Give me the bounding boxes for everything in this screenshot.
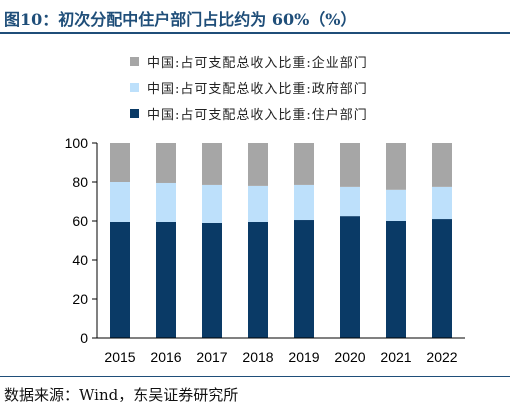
y-tick-label: 100 bbox=[65, 135, 89, 151]
chart-title: 图10：初次分配中住户部门占比约为 60%（%） bbox=[4, 10, 357, 29]
legend-swatch-enterprise bbox=[130, 56, 139, 66]
legend-label-enterprise: 中国:占可支配总收入比重:企业部门 bbox=[147, 55, 368, 71]
x-tick-label: 2020 bbox=[334, 349, 365, 365]
bar-government-2015 bbox=[110, 182, 130, 222]
bar-government-2016 bbox=[156, 182, 176, 222]
bar-household-2022 bbox=[432, 219, 452, 338]
y-tick-label: 60 bbox=[72, 213, 88, 229]
bar-household-2018 bbox=[248, 221, 268, 338]
bar-household-2021 bbox=[386, 221, 406, 338]
bar-government-2022 bbox=[432, 186, 452, 220]
y-tick-label: 0 bbox=[80, 330, 88, 346]
legend-label-government: 中国:占可支配总收入比重:政府部门 bbox=[147, 81, 368, 97]
y-tick-label: 80 bbox=[72, 174, 88, 190]
bar-enterprise-2017 bbox=[202, 143, 222, 185]
bar-enterprise-2019 bbox=[294, 143, 314, 185]
y-tick-label: 40 bbox=[72, 252, 88, 268]
legend-swatch-government bbox=[130, 82, 139, 92]
bar-enterprise-2021 bbox=[386, 143, 406, 190]
legend-label-household: 中国:占可支配总收入比重:住户部门 bbox=[147, 107, 368, 123]
x-tick-label: 2018 bbox=[242, 349, 273, 365]
bar-government-2019 bbox=[294, 184, 314, 221]
bar-enterprise-2018 bbox=[248, 143, 268, 186]
bar-household-2020 bbox=[340, 216, 360, 338]
legend-item-enterprise: 中国:占可支配总收入比重:企业部门 bbox=[130, 48, 368, 74]
bar-enterprise-2022 bbox=[432, 143, 452, 187]
y-tick-label: 20 bbox=[72, 291, 88, 307]
legend-swatch-household bbox=[130, 108, 139, 118]
legend-item-household: 中国:占可支配总收入比重:住户部门 bbox=[130, 100, 368, 126]
x-tick-label: 2022 bbox=[426, 349, 457, 365]
x-tick-label: 2015 bbox=[104, 349, 135, 365]
bar-government-2018 bbox=[248, 185, 268, 222]
legend-item-government: 中国:占可支配总收入比重:政府部门 bbox=[130, 74, 368, 100]
x-tick-label: 2017 bbox=[196, 349, 227, 365]
bar-household-2015 bbox=[110, 221, 130, 338]
bar-enterprise-2016 bbox=[156, 143, 176, 183]
title-bar: 图10：初次分配中住户部门占比约为 60%（%） bbox=[0, 0, 510, 34]
bar-government-2021 bbox=[386, 189, 406, 221]
legend: 中国:占可支配总收入比重:企业部门 中国:占可支配总收入比重:政府部门 中国:占… bbox=[130, 48, 368, 126]
x-tick-label: 2019 bbox=[288, 349, 319, 365]
data-source: 数据来源：Wind，东吴证券研究所 bbox=[4, 386, 239, 404]
bar-government-2020 bbox=[340, 186, 360, 217]
x-tick-label: 2016 bbox=[150, 349, 181, 365]
x-tick-label: 2021 bbox=[380, 349, 411, 365]
bar-government-2017 bbox=[202, 184, 222, 223]
bar-enterprise-2020 bbox=[340, 143, 360, 187]
bar-household-2019 bbox=[294, 220, 314, 338]
bar-household-2016 bbox=[156, 221, 176, 338]
bar-enterprise-2015 bbox=[110, 143, 130, 182]
bar-household-2017 bbox=[202, 222, 222, 338]
source-divider bbox=[0, 376, 510, 377]
